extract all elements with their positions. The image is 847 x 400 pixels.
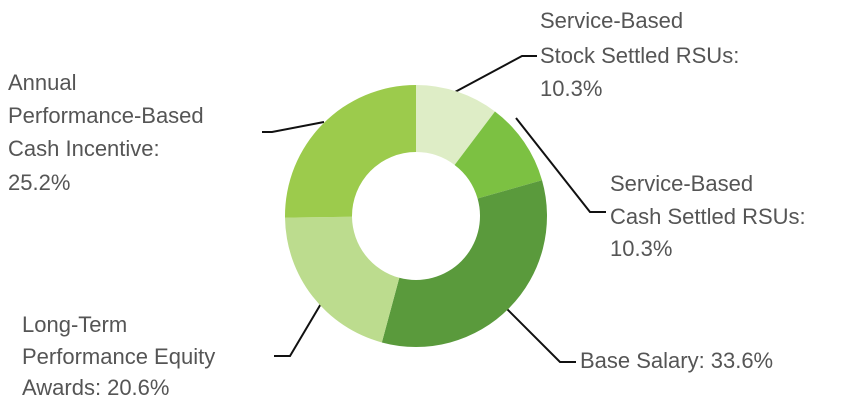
segment-label: Long-Term [22, 312, 127, 337]
leader-line [274, 301, 323, 357]
segment-label: Cash Settled RSUs: [610, 204, 806, 229]
leader-line [505, 307, 576, 363]
leader-line [262, 121, 325, 133]
donut-segment [381, 180, 548, 348]
leader-lines [262, 55, 606, 363]
donut-segment [416, 85, 495, 165]
leader-line [515, 117, 606, 213]
segment-label: Stock Settled RSUs: [540, 43, 739, 68]
leader-line [454, 55, 537, 93]
value-label: 10.3% [540, 76, 602, 101]
donut-segment [285, 216, 400, 343]
segment-label: Performance Equity [22, 344, 215, 369]
segment-label: Service-Based [610, 171, 753, 196]
value-label: 33.6% [711, 348, 773, 373]
segment-label: Cash Incentive: [8, 136, 160, 161]
donut-segment [285, 85, 416, 218]
donut-segment [454, 111, 543, 199]
value-label: 20.6% [107, 375, 169, 400]
value-label: 10.3% [610, 236, 672, 261]
value-label: 25.2% [8, 170, 70, 195]
segment-label: Base Salary: [580, 348, 705, 373]
segment-label: Annual [8, 70, 77, 95]
segment-label: Awards: [22, 375, 101, 400]
segment-label: Performance-Based [8, 103, 204, 128]
segment-label: Service-Based [540, 8, 683, 33]
